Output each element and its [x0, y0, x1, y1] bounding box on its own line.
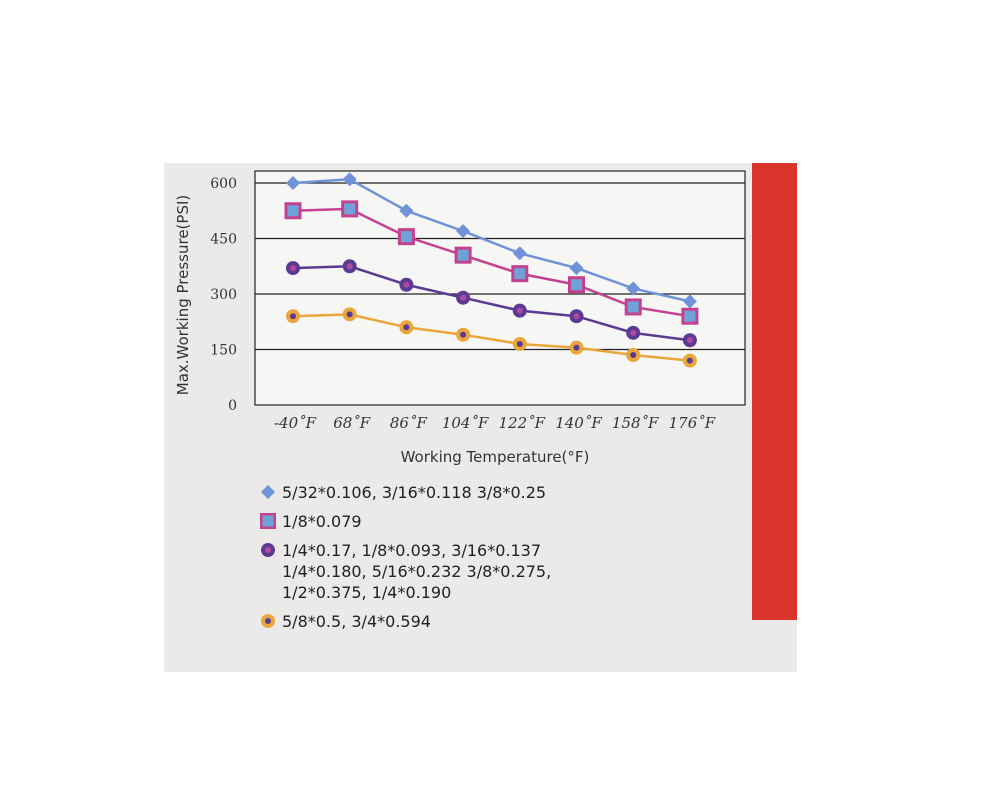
series-4 — [286, 307, 697, 368]
data-point-circle — [456, 290, 471, 305]
data-point-diamond — [512, 246, 527, 261]
x-tick-label: 176˚F — [669, 414, 716, 432]
x-tick-label: 140˚F — [555, 414, 602, 432]
x-tick-label: -40˚F — [274, 414, 317, 432]
data-point-circle — [682, 353, 697, 368]
data-point-square — [511, 265, 529, 283]
legend-marker-icon — [261, 614, 275, 628]
data-point-diamond — [286, 176, 300, 190]
y-tick-label: 600 — [210, 176, 237, 192]
data-point-circle — [569, 309, 584, 324]
legend-item: 1/4*0.17, 1/8*0.093, 3/16*0.137 1/4*0.18… — [260, 540, 551, 603]
y-tick-label: 450 — [210, 232, 237, 248]
series-line — [292, 264, 691, 342]
x-axis-label: Working Temperature(°F) — [401, 448, 590, 466]
series-line — [292, 313, 691, 362]
y-tick-label: 0 — [228, 398, 237, 414]
legend-item: 5/8*0.5, 3/4*0.594 — [260, 611, 551, 632]
plot-area — [254, 170, 746, 406]
legend-item: 5/32*0.106, 3/16*0.118 3/8*0.25 — [260, 482, 551, 503]
legend-label: 1/4*0.17, 1/8*0.093, 3/16*0.137 1/4*0.18… — [282, 541, 552, 602]
data-point-diamond — [342, 172, 357, 187]
legend-label: 5/32*0.106, 3/16*0.118 3/8*0.25 — [282, 483, 547, 502]
x-tick-label: 122˚F — [499, 414, 546, 432]
series-line — [292, 207, 691, 318]
data-point-square — [568, 276, 585, 294]
x-tick-label: 104˚F — [442, 414, 489, 432]
legend-marker-icon — [260, 513, 276, 529]
x-tick-label: 86˚F — [390, 414, 428, 432]
legend-marker-icon — [261, 543, 275, 557]
series-1 — [286, 172, 697, 309]
data-point-diamond — [626, 281, 641, 296]
data-point-diamond — [682, 294, 697, 309]
data-point-circle — [569, 340, 584, 355]
data-point-circle — [286, 309, 300, 324]
data-point-square — [260, 513, 276, 529]
data-point-square — [681, 307, 699, 325]
data-point-square — [341, 200, 359, 218]
data-point-circle — [512, 303, 527, 318]
legend-marker-icon — [261, 485, 275, 499]
series-2 — [284, 200, 699, 325]
series-3 — [286, 259, 697, 348]
data-point-square — [454, 246, 472, 264]
x-tick-label: 158˚F — [612, 414, 659, 432]
x-tick-label: 68˚F — [333, 414, 371, 432]
legend: 5/32*0.106, 3/16*0.118 3/8*0.25 1/8*0.079… — [260, 482, 551, 640]
data-point-circle — [399, 277, 414, 292]
y-axis-label: Max.Working Pressure(PSI) — [174, 195, 192, 395]
data-point-circle — [261, 614, 275, 628]
legend-label: 5/8*0.5, 3/4*0.594 — [282, 612, 431, 631]
data-point-diamond — [569, 261, 584, 276]
data-point-circle — [399, 320, 414, 335]
data-point-circle — [626, 325, 641, 340]
legend-label: 1/8*0.079 — [282, 512, 362, 531]
series-line — [292, 178, 691, 303]
data-point-square — [624, 298, 642, 316]
data-point-circle — [342, 307, 357, 322]
data-point-square — [397, 228, 415, 246]
y-tick-label: 150 — [210, 343, 237, 359]
data-point-circle — [682, 333, 697, 348]
data-point-circle — [626, 348, 641, 363]
data-point-circle — [512, 336, 527, 351]
data-point-square — [284, 202, 302, 220]
data-point-diamond — [456, 224, 471, 239]
data-point-diamond — [399, 203, 414, 218]
data-point-diamond — [261, 485, 275, 499]
data-point-circle — [286, 261, 300, 276]
data-point-circle — [342, 259, 357, 274]
data-point-circle — [456, 327, 471, 342]
y-tick-label: 300 — [210, 287, 237, 303]
data-point-circle — [261, 543, 275, 557]
red-edge-strip — [752, 163, 797, 620]
legend-item: 1/8*0.079 — [260, 511, 551, 532]
